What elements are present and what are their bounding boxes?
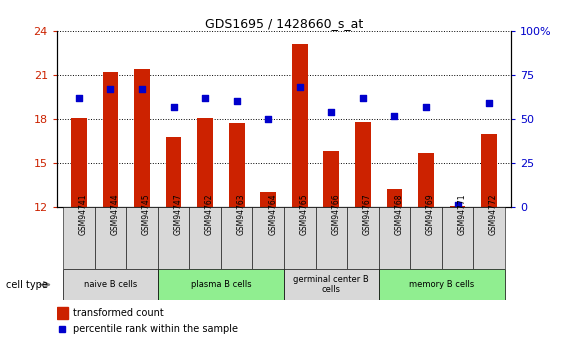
Bar bbox=[284, 269, 379, 300]
Text: plasma B cells: plasma B cells bbox=[191, 280, 251, 289]
Point bbox=[295, 85, 304, 90]
Text: GSM94766: GSM94766 bbox=[331, 193, 340, 235]
Bar bbox=[442, 207, 473, 269]
Bar bbox=[158, 269, 284, 300]
Text: GSM94765: GSM94765 bbox=[300, 193, 309, 235]
Bar bbox=[481, 134, 497, 207]
Bar bbox=[71, 118, 87, 207]
Bar bbox=[95, 207, 126, 269]
Point bbox=[201, 95, 210, 101]
Text: GSM94771: GSM94771 bbox=[458, 194, 466, 235]
Bar bbox=[166, 137, 181, 207]
Point bbox=[74, 95, 83, 101]
Text: germinal center B
cells: germinal center B cells bbox=[294, 275, 369, 294]
Text: percentile rank within the sample: percentile rank within the sample bbox=[73, 325, 237, 334]
Text: naive B cells: naive B cells bbox=[84, 280, 137, 289]
Text: GSM94767: GSM94767 bbox=[363, 193, 372, 235]
Point bbox=[137, 86, 147, 92]
Bar bbox=[323, 151, 339, 207]
Text: memory B cells: memory B cells bbox=[409, 280, 474, 289]
Bar bbox=[284, 207, 316, 269]
Text: GSM94764: GSM94764 bbox=[268, 193, 277, 235]
Text: GSM94744: GSM94744 bbox=[110, 193, 119, 235]
Bar bbox=[197, 118, 213, 207]
Bar bbox=[410, 207, 442, 269]
Bar bbox=[418, 153, 434, 207]
Text: GSM94747: GSM94747 bbox=[174, 193, 182, 235]
Point bbox=[232, 99, 241, 104]
Text: GSM94745: GSM94745 bbox=[142, 193, 151, 235]
Bar bbox=[292, 44, 308, 207]
Text: GSM94772: GSM94772 bbox=[489, 194, 498, 235]
Text: cell type: cell type bbox=[6, 280, 48, 289]
Text: GSM94762: GSM94762 bbox=[205, 194, 214, 235]
Title: GDS1695 / 1428660_s_at: GDS1695 / 1428660_s_at bbox=[205, 17, 363, 30]
Point bbox=[106, 86, 115, 92]
Bar bbox=[57, 307, 68, 319]
Text: GSM94741: GSM94741 bbox=[79, 194, 88, 235]
Bar bbox=[252, 207, 284, 269]
Point bbox=[169, 104, 178, 109]
Point bbox=[390, 113, 399, 118]
Point bbox=[327, 109, 336, 115]
Bar bbox=[379, 207, 410, 269]
Bar bbox=[158, 207, 189, 269]
Bar bbox=[103, 72, 118, 207]
Text: GSM94769: GSM94769 bbox=[426, 193, 435, 235]
Bar bbox=[260, 193, 276, 207]
Bar bbox=[221, 207, 252, 269]
Bar bbox=[450, 206, 465, 207]
Bar bbox=[379, 269, 505, 300]
Point bbox=[485, 100, 494, 106]
Bar bbox=[63, 207, 95, 269]
Text: transformed count: transformed count bbox=[73, 308, 164, 318]
Point bbox=[358, 95, 367, 101]
Text: GSM94768: GSM94768 bbox=[394, 194, 403, 235]
Bar bbox=[134, 69, 150, 207]
Bar bbox=[347, 207, 379, 269]
Bar bbox=[316, 207, 347, 269]
Bar bbox=[355, 122, 371, 207]
Point bbox=[264, 116, 273, 122]
Point bbox=[421, 104, 431, 109]
Bar bbox=[63, 269, 158, 300]
Bar bbox=[189, 207, 221, 269]
Bar bbox=[473, 207, 505, 269]
Bar bbox=[229, 124, 245, 207]
Text: GSM94763: GSM94763 bbox=[237, 193, 246, 235]
Point bbox=[453, 203, 462, 208]
Bar bbox=[387, 189, 402, 207]
Bar bbox=[126, 207, 158, 269]
